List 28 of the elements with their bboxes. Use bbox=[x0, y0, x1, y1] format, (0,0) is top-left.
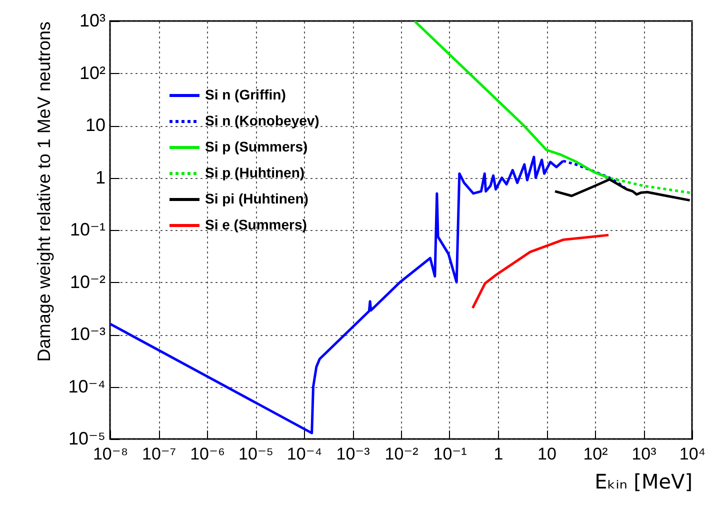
x-axis-title: Eₖᵢₙ [MeV] bbox=[594, 470, 692, 494]
x-tick-label: 10³ bbox=[632, 444, 657, 464]
y-tick-label: 10² bbox=[79, 62, 106, 83]
y-tick-label: 10³ bbox=[79, 10, 106, 30]
x-tick-label: 1 bbox=[494, 444, 504, 464]
legend-label: Si e (Summers) bbox=[205, 216, 307, 232]
x-tick-label: 10 bbox=[538, 444, 556, 464]
y-tick-label: 10⁻⁴ bbox=[68, 376, 106, 396]
y-tick-label: 1 bbox=[95, 167, 106, 188]
y-tick-label: 10⁻² bbox=[70, 272, 106, 292]
x-tick-label: 10⁴ bbox=[679, 444, 706, 464]
x-tick-label: 10⁻⁶ bbox=[190, 444, 225, 464]
legend-label: Si n (Griffin) bbox=[205, 86, 286, 102]
legend-label: Si n (Konobeyev) bbox=[205, 112, 320, 128]
legend-label: Si p (Summers) bbox=[205, 138, 308, 154]
legend-label: Si pi (Huhtinen) bbox=[205, 190, 308, 206]
y-axis-title: Damage weight relative to 1 MeV neutrons bbox=[34, 22, 54, 362]
y-tick-label: 10⁻¹ bbox=[70, 220, 106, 240]
x-tick-label: 10⁻⁴ bbox=[286, 444, 322, 464]
x-tick-label: 10⁻⁷ bbox=[142, 444, 176, 464]
legend-label: Si p (Huhtinen) bbox=[205, 164, 305, 180]
x-tick-label: 10⁻¹ bbox=[433, 444, 468, 464]
x-tick-label: 10² bbox=[583, 444, 608, 464]
y-tick-label: 10 bbox=[85, 115, 106, 135]
y-tick-label: 10⁻³ bbox=[70, 324, 106, 344]
x-tick-label: 10⁻⁵ bbox=[238, 444, 274, 464]
x-tick-label: 10⁻² bbox=[384, 444, 419, 464]
x-tick-label: 10⁻³ bbox=[336, 444, 370, 464]
